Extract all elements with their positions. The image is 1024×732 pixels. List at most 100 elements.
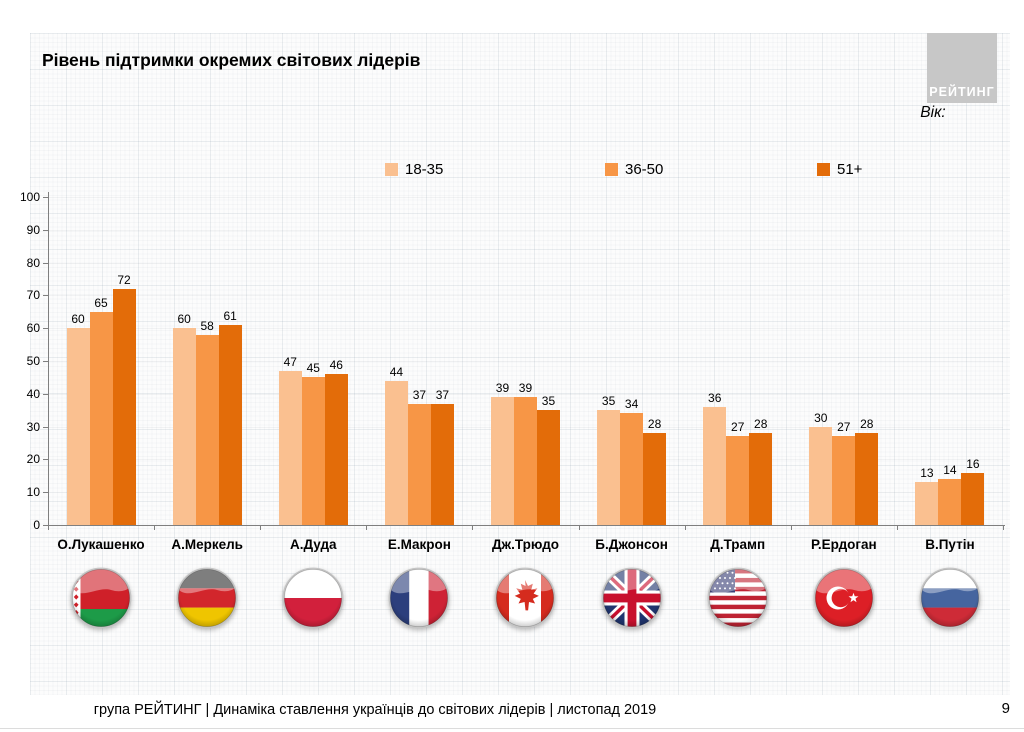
bar-51+: 28 [643,417,667,525]
bar-group: 47 45 46 [260,197,366,525]
bar-51+: 46 [324,358,348,525]
bar-value-label: 35 [541,394,556,409]
bar-18-35: 30 [809,411,833,525]
category-label: Е.Макрон [387,537,451,552]
flag-canada-icon [472,566,578,630]
y-tick-mark [43,426,48,428]
bar-value-label: 13 [920,466,934,481]
legend-label-51plus: 51+ [837,161,863,178]
x-axis-line [44,525,1005,526]
legend-item-51plus: 51+ [817,161,862,178]
y-tick-mark [43,393,48,395]
bar-value-label: 28 [754,417,768,432]
bar-36-50: 39 [513,381,537,525]
y-tick-mark [43,295,48,297]
category-label: А.Дуда [290,537,337,552]
y-tick-label: 0 [33,518,40,532]
bar-value-label: 60 [71,312,85,327]
y-tick-label: 10 [26,485,40,500]
category-label: Дж.Трюдо [491,537,560,552]
bar-36-50: 65 [89,296,113,525]
y-tick-mark [43,361,48,362]
gridline [48,295,1003,297]
x-tick-mark [48,526,49,530]
legend-swatch-18-35-icon [385,163,398,176]
x-tick-mark [472,526,474,530]
bar-group: 36 27 28 [685,197,791,525]
bar-value-label: 44 [389,364,404,379]
flag-uk-icon [579,566,685,630]
x-tick-mark [1003,526,1004,530]
bar-51+: 37 [430,388,454,525]
bar-plot-area: 60 65 72 60 58 61 47 45 46 44 37 37 39 39 35 35 34 28 36 27… [48,197,1003,525]
bar-group: 44 37 37 [366,197,472,525]
category-label: А.Меркель [171,537,243,552]
flag-usa-icon [685,566,791,630]
y-tick-mark [43,262,48,264]
bar-18-35: 44 [384,365,408,525]
flag-turkey-icon [791,566,897,630]
x-tick-mark [896,526,898,530]
bar-value-label: 35 [601,394,616,409]
age-axis-label: Вік: [920,104,946,121]
bar-18-35: 47 [278,355,302,525]
category-label-row: О.Лукашенко А.Меркель А.Дуда Е.Макрон Дж.Трю… [48,537,1003,552]
bar-value-label: 28 [647,417,662,432]
bar-value-label: 46 [329,358,343,373]
bar-value-label: 14 [943,463,957,478]
bar-51+: 35 [536,394,560,525]
category-label: В.Путін [925,537,975,552]
logo-text: РЕЙТИНГ [929,85,995,99]
bar-51+: 72 [112,273,136,525]
footer-caption: група РЕЙТИНГ | Динаміка ставлення украї… [93,702,657,718]
bar-value-label: 30 [814,410,828,425]
bar-18-35: 13 [915,466,939,525]
bottom-divider [0,728,1024,729]
y-tick-mark [43,492,48,494]
bar-36-50: 37 [407,388,431,525]
gridline [48,361,1003,362]
bar-18-35: 35 [597,394,621,525]
y-tick-label: 40 [26,386,40,401]
bar-value-label: 27 [731,420,745,435]
bar-group: 13 14 16 [897,197,1003,525]
legend-swatch-51plus-icon [817,163,830,176]
bar-18-35: 60 [172,312,196,525]
category-label: О.Лукашенко [57,537,145,552]
rating-group-logo: РЕЙТИНГ [927,33,997,103]
bar-51+: 28 [855,417,879,525]
page-number: 9 [1001,700,1010,717]
gridline [48,262,1003,264]
bar-value-label: 58 [200,318,214,333]
y-tick-label: 30 [26,419,40,434]
legend-item-36-50: 36-50 [605,161,663,178]
y-tick-label: 90 [26,222,40,237]
bar-value-label: 28 [860,417,874,432]
bar-36-50: 14 [938,463,962,525]
y-tick-mark [43,459,48,461]
flag-belarus-icon [48,566,154,630]
bar-value-label: 45 [306,361,320,376]
bar-value-label: 65 [94,295,108,310]
y-tick-label: 100 [19,190,40,204]
bar-group: 39 39 35 [472,197,578,525]
y-tick-mark [43,197,48,198]
y-tick-mark [43,328,48,330]
legend-swatch-36-50-icon [605,163,618,176]
bar-value-label: 47 [283,354,297,369]
bar-value-label: 37 [435,387,450,402]
bar-group: 35 34 28 [579,197,685,525]
bar-51+: 28 [749,417,773,525]
bar-value-label: 27 [837,420,851,435]
y-axis-line [48,192,49,526]
bar-51+: 16 [961,457,985,525]
bar-36-50: 45 [301,361,325,525]
gridline [48,393,1003,395]
x-tick-mark [790,526,792,530]
category-label: Б.Джонсон [595,537,668,552]
bar-value-label: 36 [708,390,722,405]
y-tick-label: 50 [26,354,40,368]
x-tick-mark [260,526,262,530]
bar-value-label: 72 [117,272,131,287]
